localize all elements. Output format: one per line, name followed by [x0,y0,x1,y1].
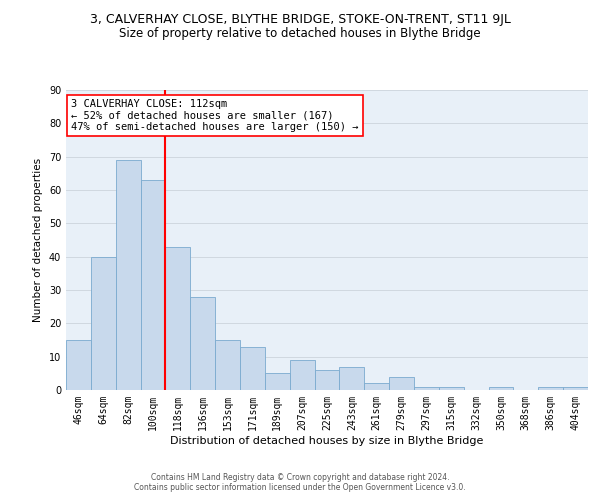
Bar [265,374,290,390]
Bar [389,376,414,390]
Bar [116,160,140,390]
Bar [414,386,439,390]
Text: 3 CALVERHAY CLOSE: 112sqm
← 52% of detached houses are smaller (167)
47% of semi: 3 CALVERHAY CLOSE: 112sqm ← 52% of detac… [71,99,359,132]
Text: 3, CALVERHAY CLOSE, BLYTHE BRIDGE, STOKE-ON-TRENT, ST11 9JL: 3, CALVERHAY CLOSE, BLYTHE BRIDGE, STOKE… [89,12,511,26]
Bar [314,370,340,390]
Bar [439,386,464,390]
X-axis label: Distribution of detached houses by size in Blythe Bridge: Distribution of detached houses by size … [170,436,484,446]
Bar [166,246,190,390]
Bar [215,340,240,390]
Bar [190,296,215,390]
Y-axis label: Number of detached properties: Number of detached properties [33,158,43,322]
Bar [140,180,166,390]
Bar [66,340,91,390]
Bar [488,386,514,390]
Bar [91,256,116,390]
Bar [563,386,588,390]
Text: Contains HM Land Registry data © Crown copyright and database right 2024.
Contai: Contains HM Land Registry data © Crown c… [134,473,466,492]
Bar [340,366,364,390]
Bar [240,346,265,390]
Bar [538,386,563,390]
Bar [364,384,389,390]
Bar [290,360,314,390]
Text: Size of property relative to detached houses in Blythe Bridge: Size of property relative to detached ho… [119,28,481,40]
